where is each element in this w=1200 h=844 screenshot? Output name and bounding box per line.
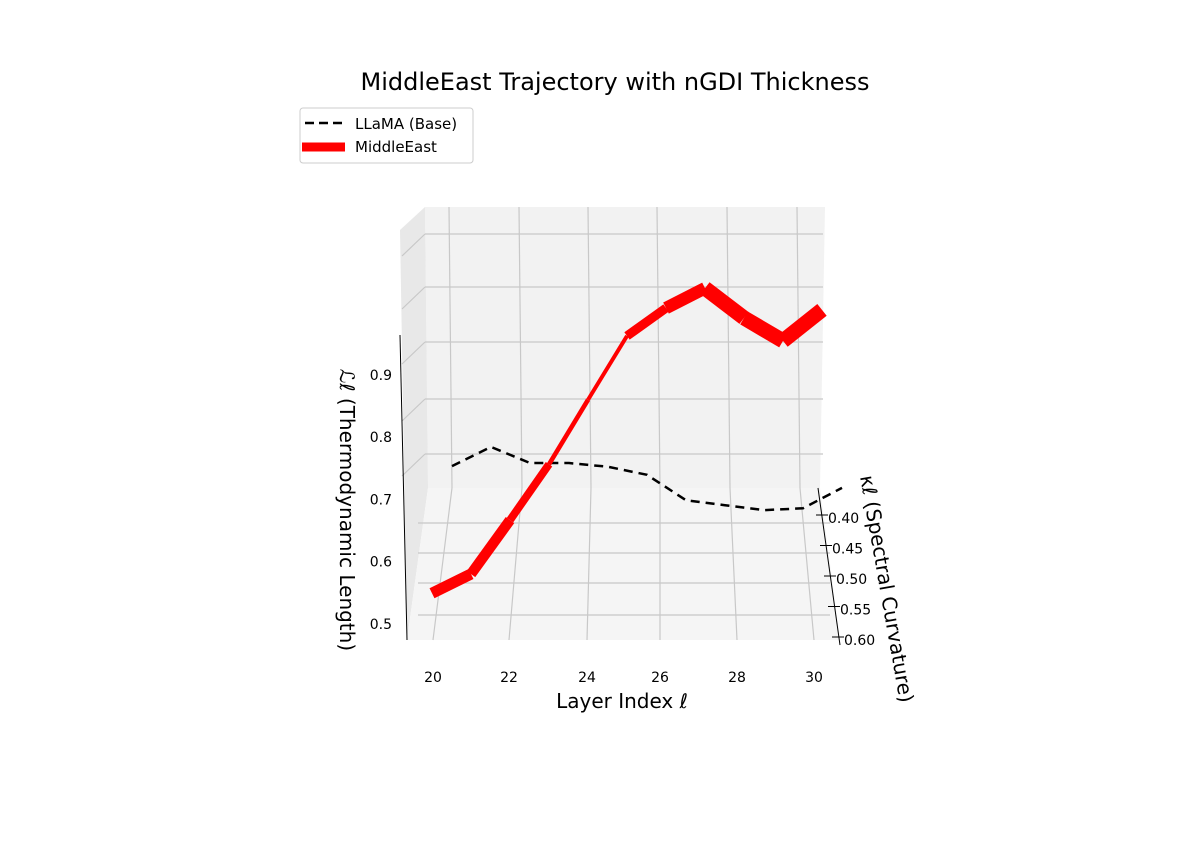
series-lines — [429, 282, 843, 599]
z-axis-line — [399, 334, 408, 641]
z-tick-label: 0.8 — [370, 430, 392, 446]
grid-line — [401, 453, 426, 477]
x-tick-label: 26 — [651, 670, 669, 686]
llama-base-line — [451, 445, 843, 512]
middleeast-segment — [429, 569, 474, 599]
y-axis-label: κℓ (Spectral Curvature) — [855, 473, 919, 704]
middleeast-segment — [700, 282, 749, 324]
z-tick-label: 0.9 — [370, 368, 392, 384]
legend: LLaMA (Base) MiddleEast — [299, 107, 474, 164]
left-pane — [400, 207, 428, 640]
y-ticks: 0.40 0.45 0.50 0.55 0.60 — [816, 511, 875, 649]
grid-line — [401, 398, 426, 422]
x-tick-label: 20 — [424, 670, 442, 686]
z-axis-label: ℒℓ (Thermodynamic Length) — [335, 369, 359, 651]
middleeast-segment — [740, 311, 787, 348]
middleeast-segment — [663, 282, 708, 314]
middleeast-segment — [586, 334, 629, 401]
y-tick-label: 0.45 — [832, 542, 863, 558]
back-pane — [425, 207, 825, 488]
x-tick-label: 30 — [805, 670, 823, 686]
grid-line — [656, 206, 661, 489]
grid-line — [726, 206, 731, 489]
z-tick-label: 0.7 — [370, 492, 392, 508]
y-tick-label: 0.40 — [828, 511, 859, 527]
grid-line — [587, 206, 592, 489]
chart-title: MiddleEast Trajectory with nGDI Thicknes… — [361, 68, 870, 96]
y-tick-label: 0.55 — [840, 603, 871, 619]
z-tick-label: 0.5 — [370, 617, 392, 633]
middleeast-segment — [506, 462, 553, 523]
grid-line — [401, 341, 426, 365]
x-tick-label: 22 — [500, 670, 518, 686]
middleeast-segment — [466, 517, 515, 578]
z-ticks: 0.5 0.6 0.7 0.8 0.9 — [370, 368, 392, 633]
grid-line — [448, 206, 453, 489]
y-tick-label: 0.60 — [844, 633, 875, 649]
middleeast-segment — [624, 304, 669, 340]
x-axis-label: Layer Index ℓ — [556, 689, 688, 713]
middleeast-segment — [547, 398, 590, 466]
grid-lines — [401, 206, 830, 641]
z-tick-label: 0.6 — [370, 555, 392, 571]
x-ticks: 20 22 24 26 28 30 — [424, 670, 823, 686]
y-axis-line — [817, 487, 841, 646]
middleeast-segment — [778, 304, 827, 347]
grid-line — [518, 206, 523, 489]
grid-line — [401, 286, 426, 310]
x-tick-label: 24 — [578, 670, 596, 686]
legend-label-middleeast: MiddleEast — [355, 138, 437, 156]
x-tick-label: 28 — [728, 670, 746, 686]
y-tick-label: 0.50 — [836, 572, 867, 588]
legend-label-llama: LLaMA (Base) — [355, 115, 457, 133]
grid-line — [796, 206, 801, 489]
grid-line — [401, 233, 426, 257]
